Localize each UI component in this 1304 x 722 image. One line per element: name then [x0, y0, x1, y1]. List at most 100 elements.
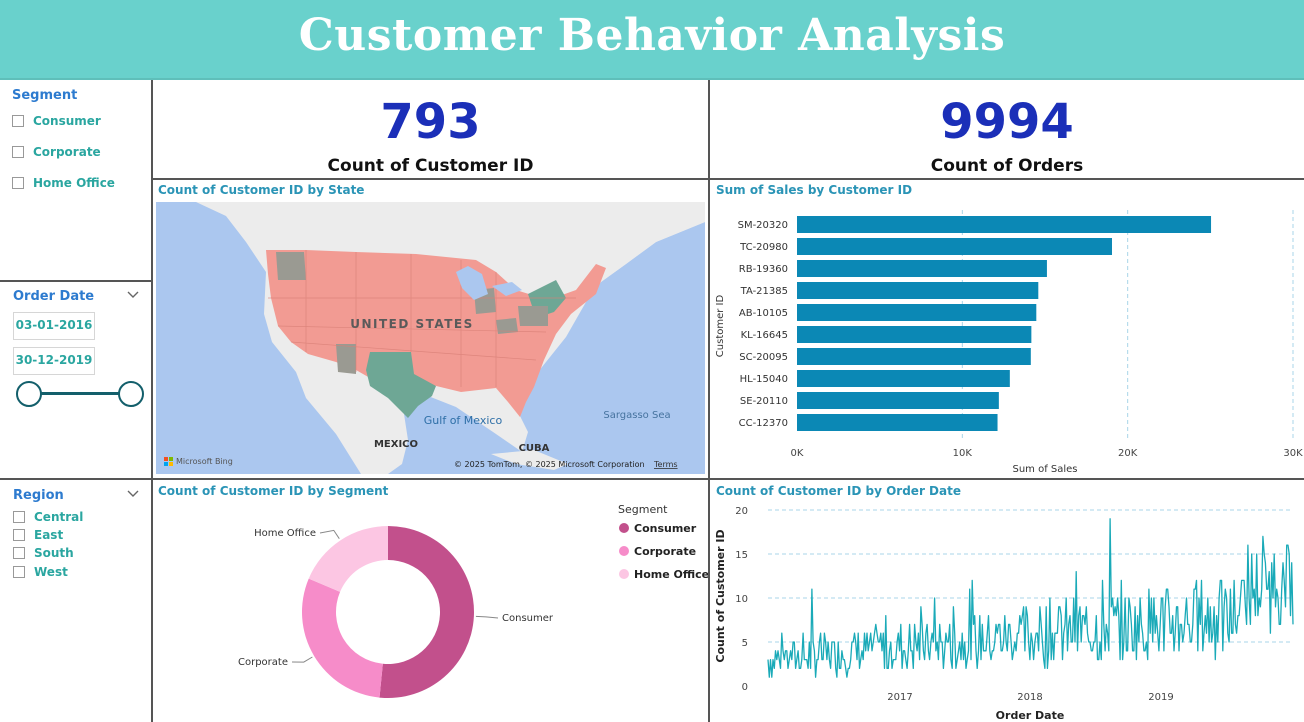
state-borders	[268, 250, 576, 387]
region-option-south[interactable]: South	[13, 546, 74, 560]
date-chart-title: Count of Customer ID by Order Date	[716, 484, 961, 498]
series-line[interactable]	[767, 518, 1294, 678]
y-tick-label: AB-10105	[739, 308, 788, 319]
y-tick-label: TC-20980	[739, 242, 788, 253]
donut-slice[interactable]	[379, 526, 474, 698]
y-tick-label: SE-20110	[740, 396, 788, 407]
divider	[0, 280, 152, 282]
state-gray-3	[496, 318, 518, 334]
state-gray-4	[518, 306, 548, 326]
bar[interactable]	[797, 370, 1010, 387]
y-tick-label: 5	[742, 638, 748, 649]
segment-option-corporate[interactable]: Corporate	[12, 145, 101, 159]
order-date-slicer-title: Order Date	[13, 289, 95, 304]
slice-label: Home Office	[254, 528, 316, 539]
checkbox[interactable]	[12, 146, 24, 158]
state-gray-5	[336, 344, 356, 374]
legend-marker	[619, 569, 629, 579]
x-tick-label: 2018	[1017, 692, 1042, 703]
page-title: Customer Behavior Analysis	[298, 10, 1006, 61]
y-tick-label: 20	[735, 506, 748, 517]
bing-label: Microsoft Bing	[176, 457, 233, 466]
end-date-input[interactable]: 30-12-2019	[13, 347, 95, 375]
map-attribution: © 2025 TomTom, © 2025 Microsoft Corporat…	[454, 460, 645, 469]
great-lakes	[456, 266, 522, 300]
checkbox[interactable]	[13, 566, 25, 578]
bar[interactable]	[797, 414, 998, 431]
y-tick-label: 0	[742, 682, 748, 693]
chevron-down-icon[interactable]	[127, 490, 139, 498]
donut-slice[interactable]	[302, 578, 383, 698]
region-slicer: Region Central East South West	[0, 480, 151, 722]
bar[interactable]	[797, 238, 1112, 255]
region-option-west[interactable]: West	[13, 565, 68, 579]
x-tick-label: 30K	[1283, 448, 1303, 459]
y-tick-label: 15	[735, 550, 748, 561]
sales-chart-title: Sum of Sales by Customer ID	[716, 183, 913, 197]
header-bar	[0, 0, 1304, 80]
x-tick-label: 0K	[791, 448, 804, 459]
bar[interactable]	[797, 326, 1032, 343]
slice-label: Consumer	[502, 613, 554, 624]
segment-option-home-office[interactable]: Home Office	[12, 176, 115, 190]
x-tick-label: 2017	[887, 692, 912, 703]
map-label-country: UNITED STATES	[350, 317, 474, 331]
region-option-central[interactable]: Central	[13, 510, 83, 524]
bar[interactable]	[797, 260, 1047, 277]
segment-option-consumer[interactable]: Consumer	[12, 114, 101, 128]
kpi-value: 9994	[940, 94, 1074, 150]
terms-link: Terms	[653, 460, 678, 469]
legend-item[interactable]: Consumer	[634, 522, 697, 535]
segment-donut-chart[interactable]: Consumer Corporate Home Office Segment Consu…	[153, 500, 708, 722]
bar[interactable]	[797, 282, 1039, 299]
bar[interactable]	[797, 304, 1037, 321]
checkbox[interactable]	[12, 115, 24, 127]
y-tick-label: RB-19360	[739, 264, 788, 275]
range-start-handle[interactable]	[16, 381, 42, 407]
cuba-land	[491, 450, 568, 470]
region-slicer-title: Region	[13, 488, 64, 503]
y-tick-label: TA-21385	[740, 286, 788, 297]
map-title: Count of Customer ID by State	[158, 183, 365, 197]
kpi-label: Count of Orders	[930, 156, 1084, 176]
donut-slice[interactable]	[308, 526, 388, 592]
legend-item[interactable]: Home Office	[634, 568, 708, 581]
segment-chart-title: Count of Customer ID by Segment	[158, 484, 389, 498]
state-gray-1	[276, 252, 306, 280]
kpi-card-orders: 9994 Count of Orders	[710, 80, 1304, 178]
chevron-down-icon[interactable]	[127, 291, 139, 299]
map-label-gulf: Gulf of Mexico	[424, 414, 503, 427]
legend-item[interactable]: Corporate	[634, 545, 696, 558]
kpi-value: 793	[380, 94, 481, 150]
slice-label: Corporate	[238, 657, 288, 668]
us-states-high	[266, 250, 606, 417]
order-date-slicer: Order Date 03-01-2016 30-12-2019	[0, 282, 151, 478]
region-option-east[interactable]: East	[13, 528, 63, 542]
legend-marker	[619, 546, 629, 556]
sales-bar-chart[interactable]: 0K 10K 20K 30K SM-20320 TC-20980 RB-19360 TA-21…	[710, 198, 1304, 478]
checkbox[interactable]	[13, 547, 25, 559]
checkbox[interactable]	[13, 511, 25, 523]
leader-line	[475, 615, 499, 619]
x-axis-label: Order Date	[996, 709, 1065, 722]
map-label-mexico: MEXICO	[374, 439, 418, 450]
leader-line	[319, 529, 340, 539]
start-date-input[interactable]: 03-01-2016	[13, 312, 95, 340]
y-tick-label: KL-16645	[741, 330, 788, 341]
checkbox[interactable]	[13, 529, 25, 541]
range-end-handle[interactable]	[118, 381, 144, 407]
checkbox[interactable]	[12, 177, 24, 189]
bar[interactable]	[797, 348, 1031, 365]
state-map[interactable]: UNITED STATES Gulf of Mexico Sargasso Se…	[156, 202, 705, 474]
bar[interactable]	[797, 392, 999, 409]
y-tick-label: SM-20320	[738, 220, 788, 231]
map-label-cuba: CUBA	[519, 443, 550, 454]
x-tick-label: 10K	[953, 448, 973, 459]
y-tick-label: CC-12370	[739, 418, 788, 429]
bar[interactable]	[797, 216, 1212, 233]
y-tick-label: HL-15040	[740, 374, 788, 385]
legend-marker	[619, 523, 629, 533]
order-date-line-chart[interactable]: 0 5 10 15 20 2017 2018 2019 Order Date Count of C…	[710, 500, 1304, 722]
x-axis-label: Sum of Sales	[1012, 464, 1077, 475]
x-tick-label: 20K	[1118, 448, 1138, 459]
